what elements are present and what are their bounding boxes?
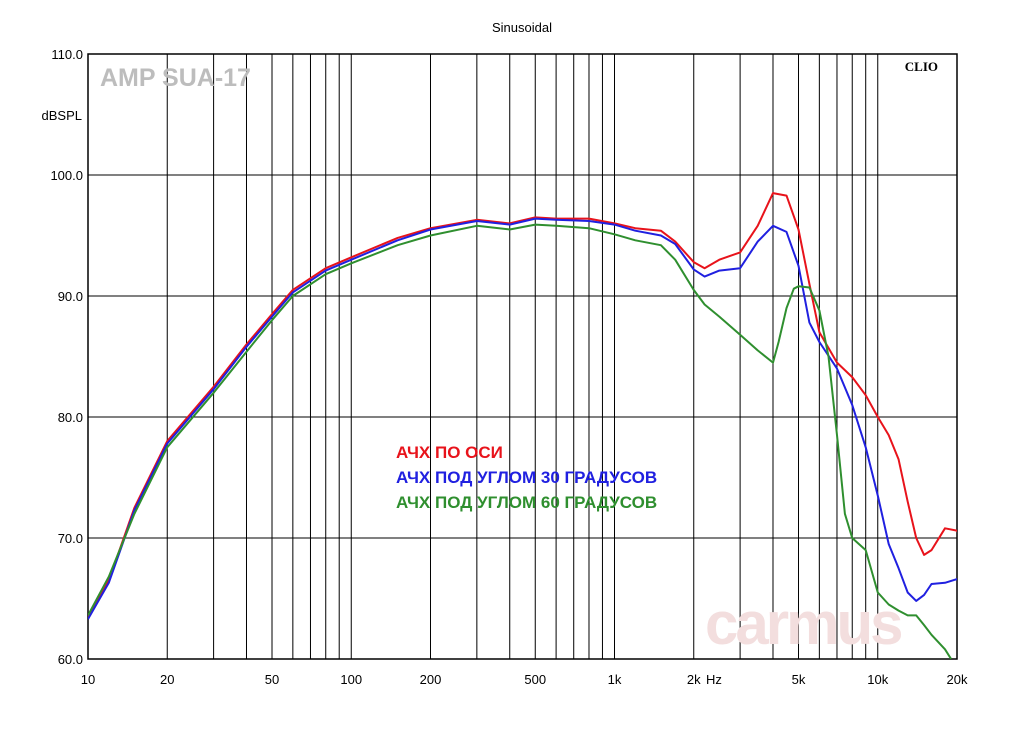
x-tick-label: 100 (340, 672, 362, 687)
brand-label: CLIO (905, 59, 938, 74)
x-tick-label: 10k (867, 672, 888, 687)
series-line-2 (88, 217, 957, 620)
y-tick-label: 60.0 (58, 652, 83, 667)
y-tick-label: 80.0 (58, 410, 83, 425)
legend-entry-1: АЧХ ПО ОСИ (396, 443, 503, 462)
plot-frame (87, 53, 958, 660)
series-line-1 (88, 192, 957, 618)
legend-entry-2: АЧХ ПОД УГЛОМ 30 ГРАДУСОВ (396, 468, 657, 487)
x-tick-label: 50 (265, 672, 279, 687)
x-tick-label: 10 (81, 672, 95, 687)
x-tick-label: 5k (792, 672, 806, 687)
watermark-model: AMP SUA-17 (100, 64, 251, 92)
series-line-3 (88, 223, 952, 659)
y-tick-label: 90.0 (58, 289, 83, 304)
x-tick-label: 1k (608, 672, 622, 687)
x-tick-label: 2k (687, 672, 701, 687)
y-tick-label: 110.0 (51, 47, 83, 62)
x-tick-label: 500 (524, 672, 546, 687)
series-group (88, 192, 957, 659)
x-tick-label: 200 (420, 672, 442, 687)
legend-entry-3: АЧХ ПОД УГЛОМ 60 ГРАДУСОВ (396, 493, 657, 512)
y-tick-label: 100.0 (50, 168, 83, 183)
y-axis-label: dBSPL (42, 108, 82, 123)
y-tick-label: 70.0 (58, 531, 83, 546)
chart-title: Sinusoidal (492, 20, 552, 35)
watermark-carmus: carmus (705, 590, 901, 657)
x-tick-label: 20k (947, 672, 968, 687)
x-axis-unit: Hz (706, 672, 722, 687)
x-tick-label: 20 (160, 672, 174, 687)
